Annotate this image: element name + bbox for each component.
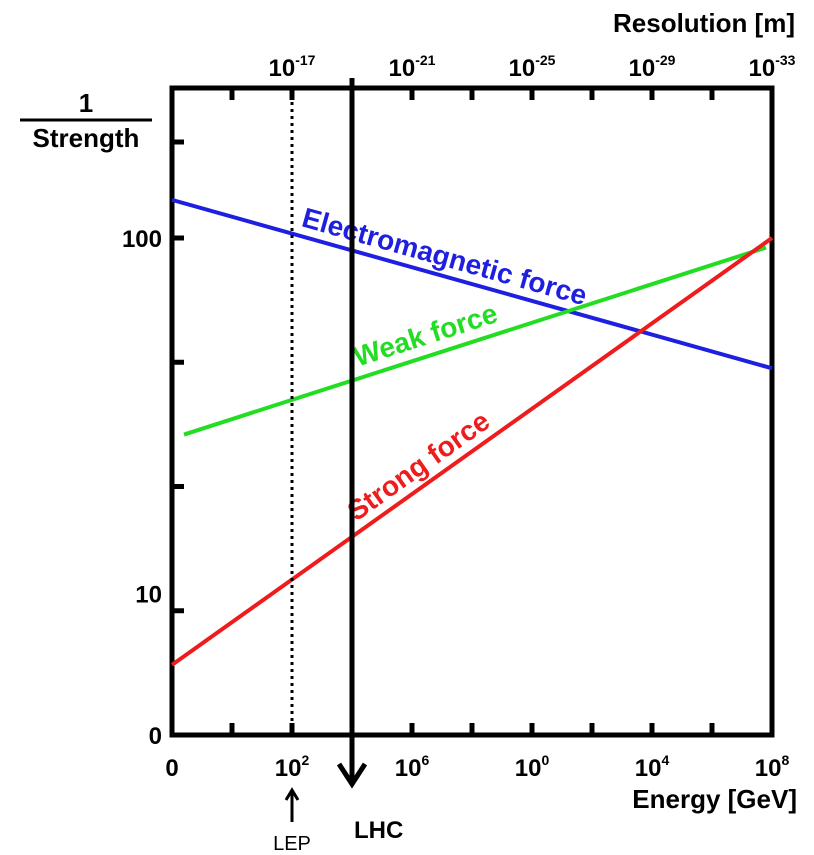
y-tick-label: 10 — [135, 582, 162, 609]
bottom-tick-label: 108 — [755, 752, 790, 782]
lep-label: LEP — [273, 833, 311, 855]
series-label: Weak force — [350, 297, 501, 372]
lhc-arrow-head — [336, 762, 368, 789]
top-tick-label: 10-25 — [509, 52, 556, 82]
lep-arrow-head — [284, 787, 300, 801]
series-line — [170, 236, 774, 667]
lhc-label: LHC — [354, 817, 403, 844]
bottom-tick-label: 100 — [515, 752, 550, 782]
series-label: Strong force — [342, 405, 496, 527]
annotation-layer: LEP LHC — [273, 78, 403, 855]
y-axis-label-numerator: 1 — [79, 88, 93, 118]
bottom-tick-label: 106 — [395, 752, 430, 782]
bottom-tick-label: 102 — [275, 752, 310, 782]
series-label: Electromagnetic force — [299, 202, 591, 311]
y-tick-label: 0 — [149, 723, 162, 750]
series-line — [171, 197, 773, 371]
top-tick-label: 10-21 — [389, 52, 436, 82]
top-tick-label: 10-17 — [269, 52, 316, 82]
series-line — [183, 245, 767, 437]
top-tick-label: 10-33 — [749, 52, 796, 82]
top-axis-title: Resolution [m] — [613, 8, 795, 38]
y-axis-label-denominator: Strength — [33, 123, 140, 153]
top-tick-label: 10-29 — [629, 52, 676, 82]
y-tick-label: 100 — [122, 226, 162, 253]
bottom-tick-label: 104 — [635, 752, 670, 782]
bottom-axis-title: Energy [GeV] — [632, 784, 797, 814]
bottom-tick-label: 0 — [165, 755, 178, 782]
